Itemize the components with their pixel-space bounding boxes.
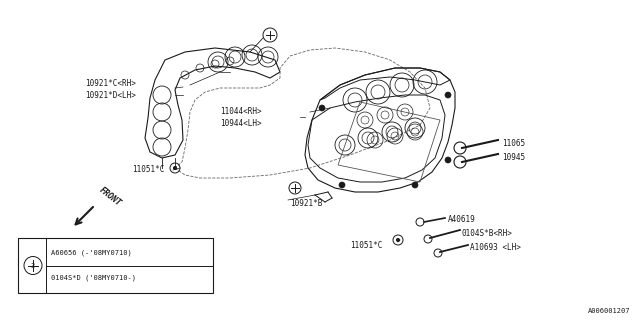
Text: 3: 3: [31, 262, 35, 268]
Circle shape: [445, 157, 451, 163]
Text: 10921*D<LH>: 10921*D<LH>: [85, 91, 136, 100]
Text: A60656 (-'08MY0710): A60656 (-'08MY0710): [51, 250, 132, 256]
Text: 10921*B: 10921*B: [290, 199, 323, 209]
Text: 10944<LH>: 10944<LH>: [220, 118, 262, 127]
Text: 10945: 10945: [502, 153, 525, 162]
Text: 10921*C<RH>: 10921*C<RH>: [85, 78, 136, 87]
Circle shape: [319, 105, 325, 111]
Bar: [18, 238, 213, 293]
Circle shape: [424, 235, 432, 243]
Circle shape: [339, 182, 345, 188]
Text: 0104S*D ('08MY0710-): 0104S*D ('08MY0710-): [51, 275, 136, 281]
Text: 0104S*B<RH>: 0104S*B<RH>: [462, 229, 513, 238]
Circle shape: [434, 249, 442, 257]
Circle shape: [397, 238, 399, 242]
Text: A006001207: A006001207: [588, 308, 630, 314]
Text: 11051*C: 11051*C: [350, 241, 382, 250]
Text: 11051*C: 11051*C: [132, 165, 164, 174]
Text: A10693 <LH>: A10693 <LH>: [470, 244, 521, 252]
Text: FRONT: FRONT: [98, 186, 124, 208]
Circle shape: [454, 142, 466, 154]
Text: A40619: A40619: [448, 215, 476, 225]
Circle shape: [412, 182, 418, 188]
Circle shape: [416, 218, 424, 226]
Circle shape: [454, 156, 466, 168]
Text: 11044<RH>: 11044<RH>: [220, 108, 262, 116]
Text: 11065: 11065: [502, 139, 525, 148]
Circle shape: [445, 92, 451, 98]
Circle shape: [173, 166, 177, 170]
